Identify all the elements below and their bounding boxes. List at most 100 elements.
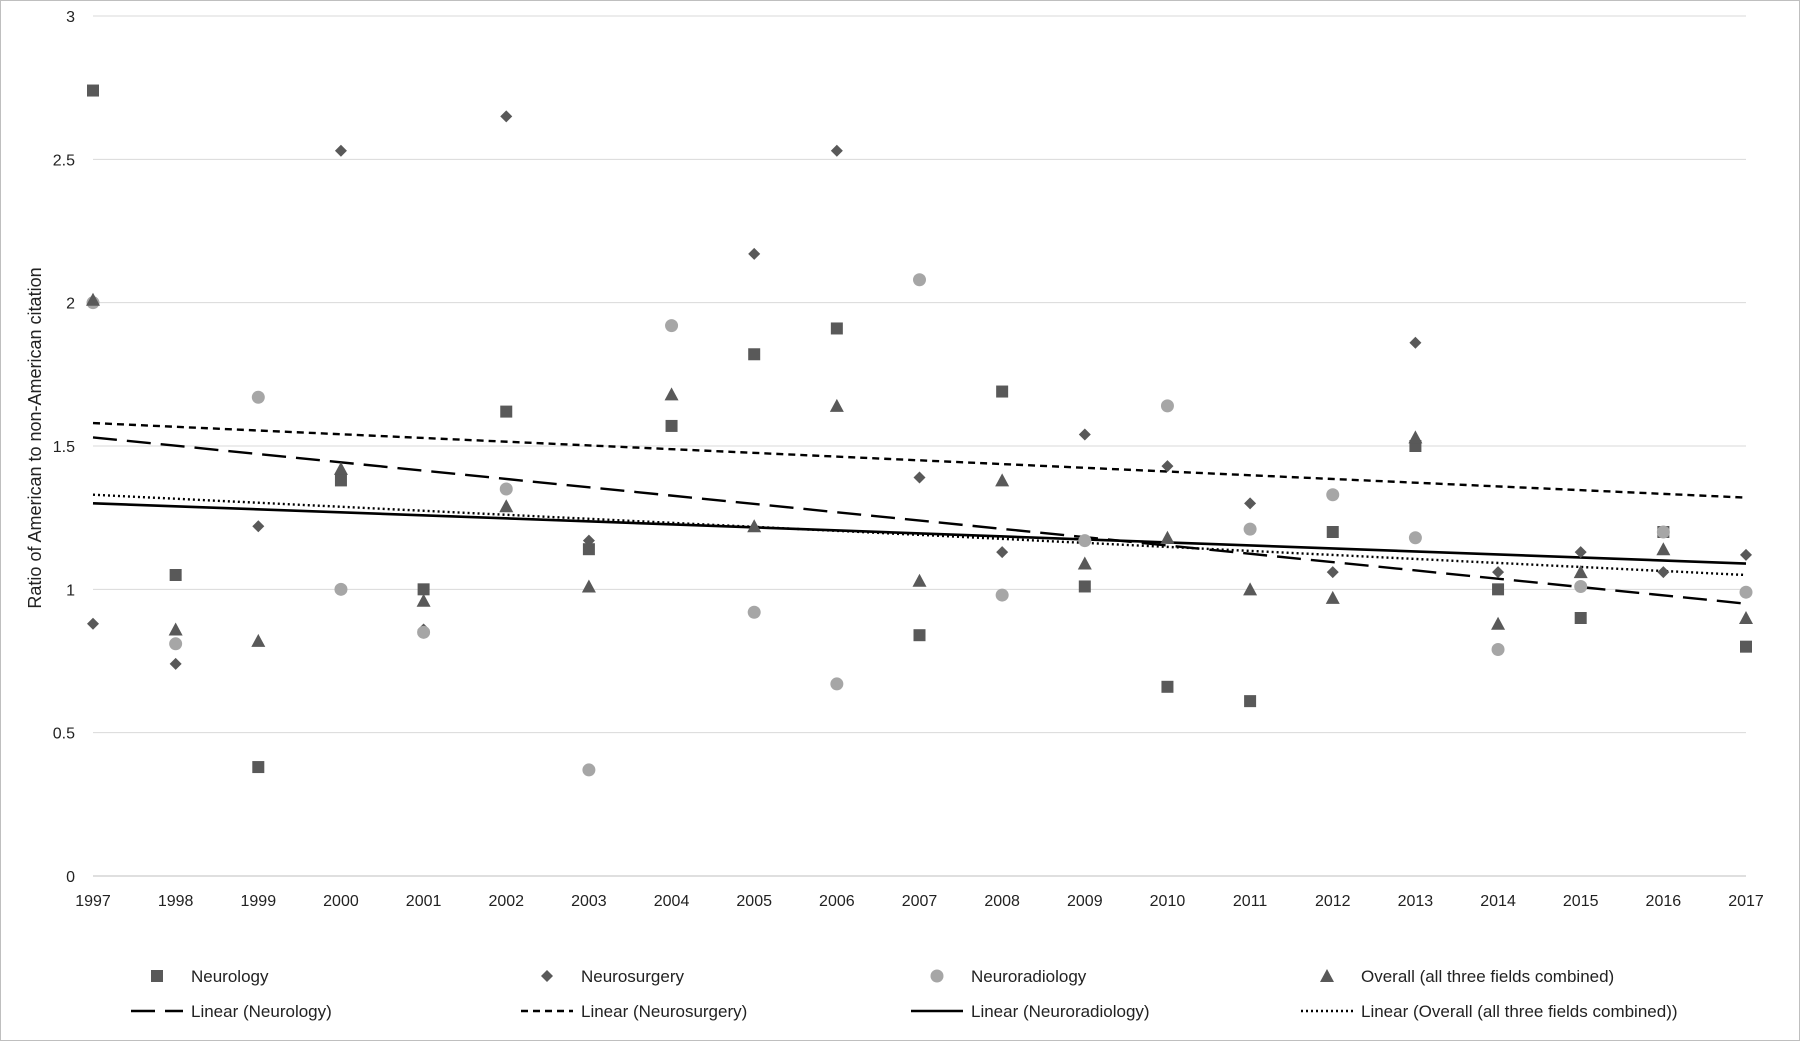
neurosurgery-point	[830, 144, 843, 157]
trendline-overall	[92, 493, 1747, 577]
legend-label-linear-neurology: Linear (Neurology)	[191, 1002, 332, 1021]
x-tick-label: 2000	[323, 893, 359, 910]
neuroradiology-point	[1739, 585, 1753, 599]
neurosurgery-point	[169, 657, 182, 670]
neurology-point	[1740, 640, 1752, 653]
x-tick-label: 2015	[1563, 893, 1599, 910]
legend-label-linear-neuroradiology: Linear (Neuroradiology)	[971, 1002, 1150, 1021]
neurology-point	[1244, 695, 1257, 708]
overall-point	[1077, 556, 1092, 570]
legend-label-neurosurgery: Neurosurgery	[581, 967, 684, 986]
x-tick-label: 2011	[1233, 893, 1268, 910]
neuroradiology-point	[830, 677, 844, 691]
neurology-point	[500, 405, 513, 418]
neuroradiology-point	[665, 319, 679, 333]
x-tick-label: 2014	[1480, 893, 1516, 910]
neurology-point	[996, 385, 1009, 398]
neurosurgery-point	[1574, 546, 1587, 559]
x-tick-label: 2010	[1150, 893, 1186, 910]
neuroradiology-point	[582, 763, 596, 777]
x-tick-label: 1999	[241, 893, 277, 910]
overall-point	[1491, 616, 1506, 630]
neurosurgery-point	[748, 247, 761, 260]
neuroradiology-point	[1160, 399, 1174, 413]
neuroradiology-point	[747, 605, 761, 619]
legend-label-neuroradiology: Neuroradiology	[971, 967, 1087, 986]
overall-point	[829, 398, 844, 412]
overall-point	[995, 473, 1010, 487]
neurosurgery-point	[913, 471, 926, 484]
trendline-neurology	[92, 436, 1747, 605]
neurology-point	[1326, 526, 1339, 538]
neuroradiology-point	[1408, 531, 1422, 545]
neurosurgery-point	[1740, 548, 1752, 561]
y-axis-title: Ratio of American to non-American citati…	[25, 267, 45, 608]
neuroradiology-point	[334, 582, 348, 596]
neurosurgery-point	[1409, 336, 1422, 349]
x-tick-label: 2005	[736, 893, 772, 910]
overall-point	[1739, 611, 1753, 624]
x-tick-label: 1998	[158, 893, 194, 910]
trendline-neuroradiology	[92, 502, 1747, 565]
x-tick-label: 2012	[1315, 893, 1351, 910]
neurology-point	[334, 474, 347, 487]
neurology-point	[582, 543, 595, 556]
legend-label-linear-neurosurgery: Linear (Neurosurgery)	[581, 1002, 747, 1021]
neurology-point	[169, 569, 182, 581]
overall-point	[1160, 530, 1175, 544]
overall-point	[1573, 565, 1588, 579]
neurosurgery-point	[1244, 497, 1257, 510]
data-points	[86, 84, 1753, 777]
legend-label-neurology: Neurology	[191, 967, 269, 986]
legend-marker-overall	[1320, 969, 1334, 982]
y-tick-label: 2.5	[53, 152, 75, 169]
trendline-neurosurgery	[92, 421, 1747, 499]
x-tick-label: 2008	[984, 893, 1020, 910]
neuroradiology-point	[1243, 522, 1257, 536]
x-tick-label: 2004	[654, 893, 690, 910]
neurosurgery-point	[1326, 566, 1339, 579]
neurosurgery-point	[1078, 428, 1091, 441]
neurology-point	[665, 419, 678, 432]
neurosurgery-point	[252, 520, 265, 533]
neurology-point	[830, 322, 843, 335]
overall-point	[251, 633, 266, 647]
x-tick-label: 1997	[75, 893, 111, 910]
x-tick-label: 2006	[819, 893, 855, 910]
overall-point	[1243, 582, 1258, 596]
y-axis-ticks: 0 0.5 1 1.5 2 2.5 3	[53, 9, 75, 886]
neuroradiology-point	[417, 625, 431, 639]
x-tick-label: 2001	[406, 893, 442, 910]
overall-point	[747, 519, 762, 533]
overall-point	[912, 573, 927, 587]
neuroradiology-point	[1574, 579, 1588, 593]
neurosurgery-point	[1492, 566, 1505, 579]
legend-marker-neurosurgery	[541, 970, 553, 982]
overall-point	[1325, 590, 1340, 604]
neurology-point	[417, 583, 430, 596]
y-tick-label: 0.5	[53, 726, 75, 743]
neuroradiology-point	[1078, 534, 1092, 548]
neurology-point	[748, 348, 761, 361]
x-tick-label: 2007	[902, 893, 938, 910]
legend-label-linear-overall: Linear (Overall (all three fields combin…	[1361, 1002, 1678, 1021]
neuroradiology-point	[251, 390, 265, 404]
y-tick-label: 3	[66, 9, 75, 26]
neurology-point	[87, 84, 99, 97]
neurosurgery-point	[1657, 566, 1670, 579]
overall-point	[1656, 542, 1671, 556]
neuroradiology-point	[169, 637, 183, 651]
overall-point	[86, 292, 100, 306]
neuroradiology-point	[1656, 525, 1670, 539]
x-tick-label: 2017	[1728, 893, 1764, 910]
x-axis-ticks: 1997 1998 1999 2000 2001 2002 2003 2004 2005 2006…	[75, 893, 1764, 910]
neurology-point	[1078, 580, 1091, 593]
neurosurgery-point	[87, 617, 99, 630]
overall-point	[416, 593, 431, 607]
neurology-point	[252, 761, 265, 774]
legend: Neurology Neurosurgery Neuroradiology Overa…	[131, 967, 1678, 1021]
neurology-point	[913, 629, 926, 642]
legend-marker-neurology	[151, 970, 163, 982]
